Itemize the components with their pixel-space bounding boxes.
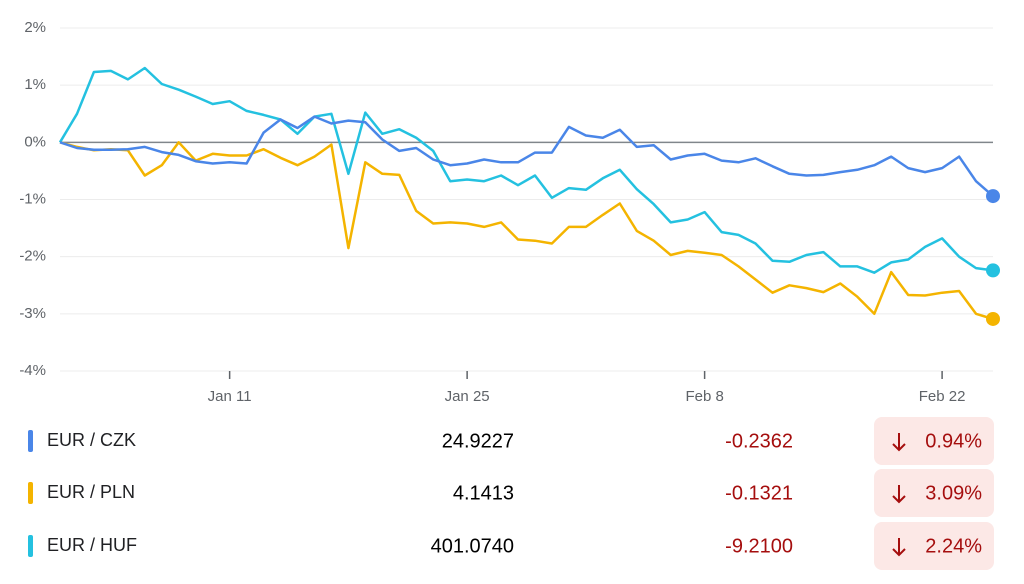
y-tick-label: -3% bbox=[19, 305, 46, 322]
down-arrow bbox=[892, 538, 906, 557]
y-tick-label: -4% bbox=[19, 362, 46, 379]
end-dot bbox=[986, 189, 1000, 204]
y-tick-label: 1% bbox=[24, 76, 46, 93]
change: -9.2100 bbox=[725, 535, 793, 557]
series-line bbox=[59, 141, 994, 321]
x-tick-label: Feb 8 bbox=[685, 388, 723, 405]
price: 24.9227 bbox=[442, 430, 514, 452]
down-arrow bbox=[892, 485, 906, 504]
percent-badge bbox=[874, 522, 994, 570]
percent-change: 2.24% bbox=[925, 535, 982, 557]
x-tick-label: Jan 11 bbox=[208, 388, 252, 405]
percent-badge bbox=[874, 469, 994, 517]
legend-name: EUR / HUF bbox=[47, 535, 137, 555]
y-tick-label: 0% bbox=[24, 133, 46, 150]
y-tick-label: 2% bbox=[24, 19, 46, 36]
legend-swatch bbox=[28, 430, 33, 452]
percent-change: 0.94% bbox=[925, 430, 982, 452]
price: 401.0740 bbox=[431, 535, 514, 557]
percent-change: 3.09% bbox=[925, 482, 982, 504]
end-dot bbox=[986, 311, 1000, 326]
legend-name: EUR / CZK bbox=[47, 430, 136, 450]
percent-badge bbox=[874, 417, 994, 465]
down-arrow bbox=[892, 433, 906, 452]
x-tick-label: Feb 22 bbox=[919, 388, 966, 405]
price: 4.1413 bbox=[453, 482, 514, 504]
end-dot bbox=[986, 263, 1000, 278]
legend-swatch bbox=[28, 482, 33, 504]
legend-swatch bbox=[28, 535, 33, 557]
y-tick-label: -2% bbox=[19, 248, 46, 265]
series-line bbox=[58, 66, 994, 274]
change: -0.1321 bbox=[725, 482, 793, 504]
series-line bbox=[59, 115, 994, 198]
y-tick-label: -1% bbox=[19, 190, 46, 207]
change: -0.2362 bbox=[725, 430, 793, 452]
x-tick-label: Jan 25 bbox=[445, 388, 490, 405]
legend-name: EUR / PLN bbox=[47, 482, 135, 502]
